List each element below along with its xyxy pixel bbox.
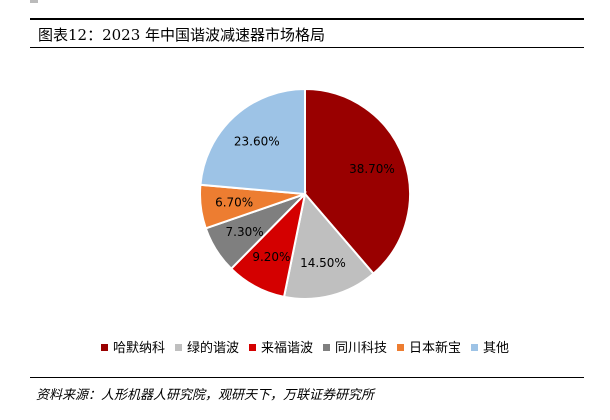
pie-slice-2	[282, 191, 375, 300]
pie-data-label-4: 7.30%	[226, 225, 264, 239]
legend-label-2: 绿的谐波	[186, 341, 239, 356]
legend-label-6: 其他	[483, 341, 510, 356]
legend-item-2: 绿的谐波	[174, 337, 239, 356]
chart-legend: 哈默纳科 绿的谐波 来福谐波 同川科技 日本新宝 其他	[0, 337, 610, 356]
source-rule	[30, 377, 584, 378]
pie-slice-6	[199, 87, 306, 196]
pie-data-label-3: 9.20%	[252, 250, 290, 264]
legend-swatch-5	[397, 344, 405, 351]
legend-swatch-6	[471, 344, 479, 351]
pie-slice-1	[304, 87, 411, 276]
legend-swatch-3	[248, 344, 256, 351]
legend-item-1: 哈默纳科	[100, 337, 165, 356]
legend-item-3: 来福谐波	[248, 337, 313, 356]
legend-item-5: 日本新宝	[397, 337, 461, 356]
legend-swatch-2	[174, 344, 182, 351]
pie-data-label-2: 14.50%	[300, 256, 346, 270]
page-corner-mark	[30, 0, 38, 3]
pie-data-label-6: 23.60%	[234, 134, 280, 148]
title-top-rule	[30, 18, 584, 20]
legend-label-4: 同川科技	[335, 341, 388, 356]
legend-item-4: 同川科技	[323, 337, 387, 356]
pie-data-label-1: 38.70%	[349, 162, 395, 176]
legend-label-5: 日本新宝	[409, 341, 462, 356]
legend-swatch-1	[100, 344, 108, 351]
title-bottom-rule	[30, 47, 584, 48]
figure-title: 图表12：2023 年中国谐波减速器市场格局	[38, 26, 326, 44]
pie-data-label-5: 6.70%	[215, 196, 253, 210]
legend-swatch-4	[323, 344, 330, 351]
legend-item-6: 其他	[471, 337, 509, 356]
source-note: 资料来源：人形机器人研究院，观研天下，万联证券研究所	[36, 388, 375, 403]
legend-label-1: 哈默纳科	[112, 341, 165, 356]
legend-label-3: 来福谐波	[260, 341, 313, 356]
